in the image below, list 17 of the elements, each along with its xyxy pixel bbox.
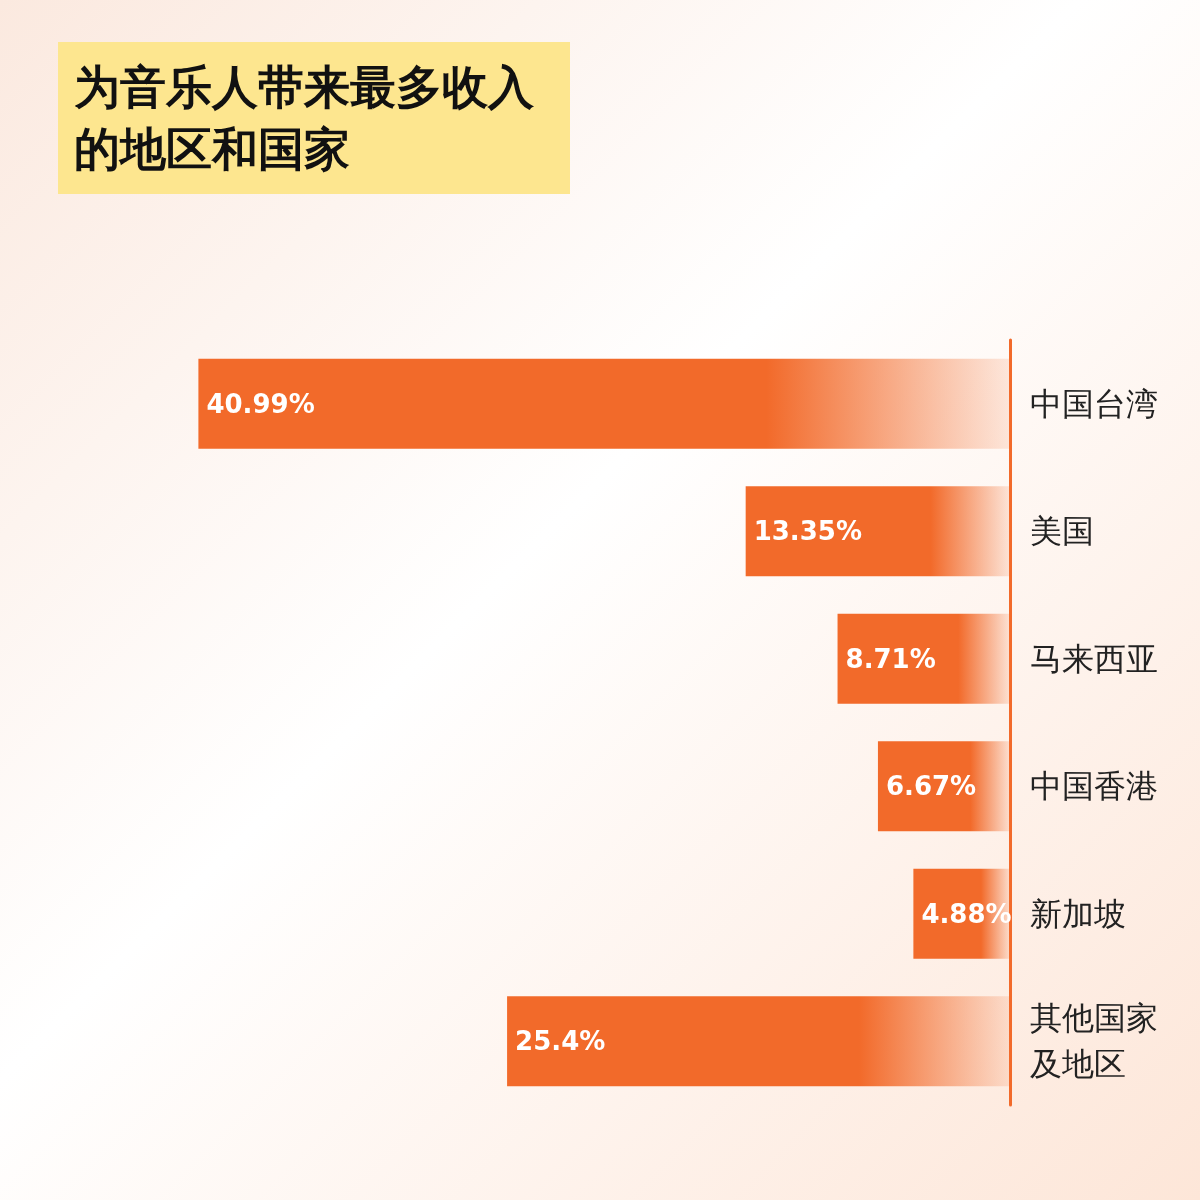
chart-title: 为音乐人带来最多收入的地区和国家: [74, 60, 535, 176]
data-label: 8.71%: [845, 643, 936, 674]
y-tick-label: 中国台湾: [1030, 384, 1158, 423]
data-label: 13.35%: [753, 516, 862, 547]
bar: [837, 613, 1010, 704]
y-tick-label: 新加坡: [1030, 894, 1126, 933]
bar: [745, 486, 1010, 577]
y-tick-label: 马来西亚: [1030, 639, 1158, 678]
bar: [507, 996, 1010, 1087]
y-tick-label: 美国: [1030, 512, 1094, 551]
data-label: 40.99%: [206, 388, 315, 419]
data-label: 25.4%: [515, 1026, 606, 1057]
y-tick-label: 其他国家及地区: [1030, 999, 1158, 1084]
bar: [198, 358, 1010, 449]
data-label: 6.67%: [885, 771, 977, 802]
y-tick-label: 中国香港: [1030, 767, 1158, 806]
bar: [877, 741, 1010, 832]
